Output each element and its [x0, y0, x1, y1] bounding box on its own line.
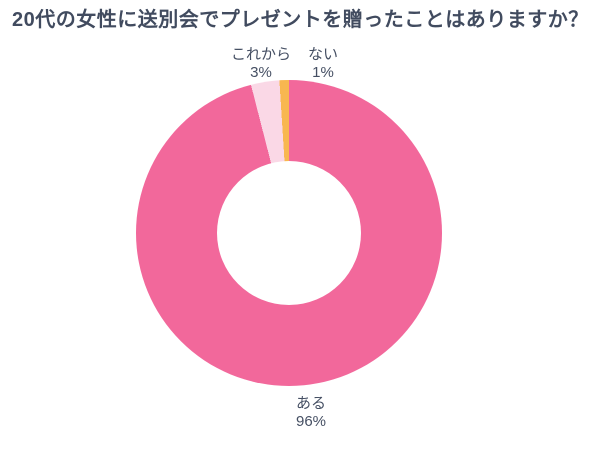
slice-label-korekara-name: これから	[230, 46, 291, 63]
slice-label-nai-name: ない	[307, 46, 338, 63]
slice-label-nai: ない 1%	[253, 46, 393, 82]
slice-label-nai-value: 1%	[312, 64, 334, 81]
donut-hole	[217, 161, 361, 305]
chart-title: 20代の女性に送別会でプレゼントを贈ったことはありますか？	[12, 9, 589, 31]
slice-label-aru-value: 96%	[295, 413, 327, 430]
slice-label-korekara: これから 3%	[191, 46, 331, 82]
slice-label-korekara-value: 3%	[250, 64, 272, 81]
slice-label-aru: ある 96%	[241, 395, 381, 431]
slice-label-aru-name: ある	[295, 395, 326, 412]
donut-chart	[136, 80, 442, 386]
